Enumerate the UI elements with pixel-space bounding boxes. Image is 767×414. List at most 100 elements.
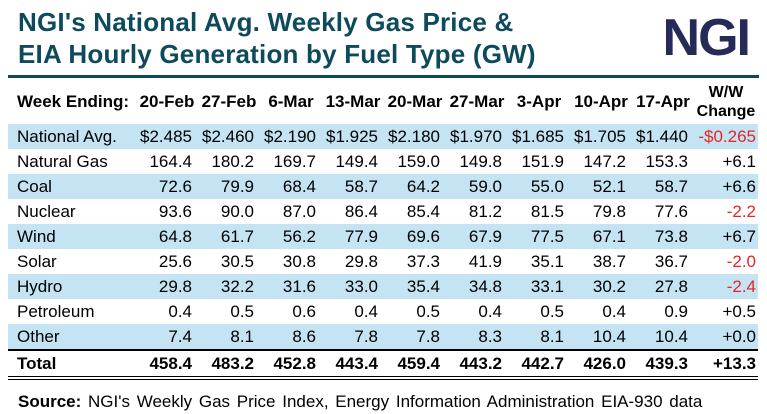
value-cell: 86.4 <box>344 201 378 221</box>
value-cell: 0.6 <box>292 301 316 321</box>
table-row: Nuclear 93.6 90.0 87.0 86.4 85.4 81.2 81.5 79.8 7… <box>8 199 758 224</box>
value-cell: 33.1 <box>530 276 564 296</box>
value-cell: 81.5 <box>530 201 564 221</box>
ww-change-header-line2: Change <box>696 103 756 120</box>
value-cell: 442.7 <box>508 349 570 380</box>
table-row: Hydro 29.8 32.2 31.6 33.0 35.4 34.8 33.1 30.2 27.… <box>8 274 758 299</box>
value-cell: 7.8 <box>354 326 378 346</box>
value-cell: 151.9 <box>521 151 564 171</box>
value-cell: 149.4 <box>335 151 378 171</box>
value-cell: 0.4 <box>602 301 626 321</box>
header-row: Week Ending: 20-Feb 27-Feb 6-Mar 13-Mar 20-Ma… <box>8 80 758 124</box>
value-cell: 35.1 <box>530 251 564 271</box>
ngi-logo: NGI <box>662 9 751 67</box>
ww-change-cell: +13.3 <box>694 349 758 380</box>
value-cell: $2.460 <box>202 126 254 146</box>
value-cell: 32.2 <box>220 276 254 296</box>
value-cell: 0.5 <box>230 301 254 321</box>
value-cell: 73.8 <box>654 226 688 246</box>
ww-change-cell: +6.7 <box>722 226 756 246</box>
value-cell: 31.6 <box>282 276 316 296</box>
value-cell: 443.2 <box>446 349 508 380</box>
value-cell: 61.7 <box>220 226 254 246</box>
value-cell: 27.8 <box>654 276 688 296</box>
date-column-header: 27-Feb <box>201 92 257 111</box>
value-cell: 10.4 <box>654 326 688 346</box>
total-row: Total 458.4 483.2 452.8 443.4 459.4 443.2 442.7… <box>8 349 758 380</box>
week-ending-header: Week Ending: <box>17 92 130 111</box>
value-cell: 77.9 <box>344 226 378 246</box>
value-cell: 459.4 <box>384 349 446 380</box>
value-cell: $2.485 <box>140 126 192 146</box>
value-cell: 8.3 <box>478 326 502 346</box>
date-column-header: 20-Mar <box>387 92 443 111</box>
date-column-header: 10-Apr <box>574 92 628 111</box>
value-cell: $1.440 <box>636 126 688 146</box>
value-cell: 41.9 <box>468 251 502 271</box>
value-cell: 29.8 <box>158 276 192 296</box>
gas-price-generation-table: Week Ending: 20-Feb 27-Feb 6-Mar 13-Mar 20-Ma… <box>8 80 758 380</box>
row-label: Petroleum <box>17 301 95 321</box>
value-cell: $2.180 <box>388 126 440 146</box>
value-cell: 35.4 <box>406 276 440 296</box>
value-cell: $1.705 <box>574 126 626 146</box>
value-cell: 37.3 <box>406 251 440 271</box>
date-column-header: 27-Mar <box>449 92 505 111</box>
value-cell: 8.1 <box>540 326 564 346</box>
row-label: Wind <box>17 226 56 246</box>
table-row: Other 7.4 8.1 8.6 7.8 7.8 8.3 8.1 10.4 10.4 +0.0 <box>8 324 758 350</box>
value-cell: 69.6 <box>406 226 440 246</box>
value-cell: $2.190 <box>264 126 316 146</box>
ww-change-cell: +6.6 <box>722 176 756 196</box>
value-cell: 67.9 <box>468 226 502 246</box>
value-cell: 79.9 <box>220 176 254 196</box>
value-cell: 58.7 <box>654 176 688 196</box>
value-cell: 30.2 <box>592 276 626 296</box>
value-cell: 0.4 <box>478 301 502 321</box>
value-cell: 180.2 <box>211 151 254 171</box>
date-column-header: 6-Mar <box>268 92 314 111</box>
date-column-header: 20-Feb <box>139 92 195 111</box>
value-cell: 90.0 <box>220 201 254 221</box>
ww-change-cell: +0.5 <box>722 301 756 321</box>
ww-change-cell: -2.0 <box>726 251 756 271</box>
row-label: Hydro <box>17 276 63 296</box>
value-cell: 52.1 <box>592 176 626 196</box>
row-label: National Avg. <box>17 126 117 146</box>
value-cell: 38.7 <box>592 251 626 271</box>
table-row: Solar 25.6 30.5 30.8 29.8 37.3 41.9 35.1 38.7 36.… <box>8 249 758 274</box>
title-divider <box>8 75 759 78</box>
value-cell: 147.2 <box>583 151 626 171</box>
row-label: Other <box>17 326 60 346</box>
value-cell: 30.8 <box>282 251 316 271</box>
ww-change-cell: -2.4 <box>726 276 756 296</box>
value-cell: 10.4 <box>592 326 626 346</box>
value-cell: 58.7 <box>344 176 378 196</box>
value-cell: 159.0 <box>397 151 440 171</box>
date-column-header: 3-Apr <box>516 92 562 111</box>
value-cell: 68.4 <box>282 176 316 196</box>
ww-change-cell: -$0.265 <box>698 126 756 146</box>
value-cell: 59.0 <box>468 176 502 196</box>
value-cell: 8.1 <box>230 326 254 346</box>
value-cell: 56.2 <box>282 226 316 246</box>
report-title: NGI's National Avg. Weekly Gas Price & E… <box>18 6 536 70</box>
value-cell: 64.8 <box>158 226 192 246</box>
ww-change-cell: -2.2 <box>726 201 756 221</box>
value-cell: 85.4 <box>406 201 440 221</box>
value-cell: 77.6 <box>654 201 688 221</box>
value-cell: 36.7 <box>654 251 688 271</box>
value-cell: 0.4 <box>354 301 378 321</box>
report-title-line1: NGI's National Avg. Weekly Gas Price & <box>18 7 514 37</box>
value-cell: 0.5 <box>540 301 564 321</box>
value-cell: 29.8 <box>344 251 378 271</box>
value-cell: 452.8 <box>260 349 322 380</box>
row-label: Total <box>8 349 136 380</box>
source-label: Source: <box>18 392 82 411</box>
source-text: NGI's Weekly Gas Price Index, Energy Inf… <box>88 392 703 411</box>
date-column-header: 13-Mar <box>325 92 381 111</box>
value-cell: 458.4 <box>136 349 198 380</box>
value-cell: 7.8 <box>416 326 440 346</box>
value-cell: 64.2 <box>406 176 440 196</box>
